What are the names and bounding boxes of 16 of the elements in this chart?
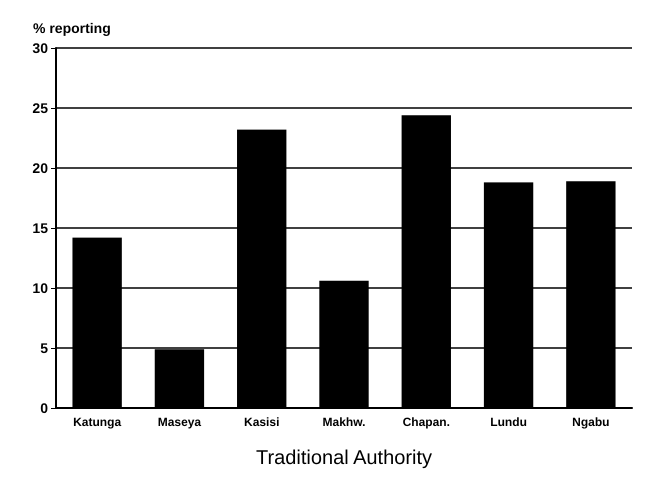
y-tick-label: 10 xyxy=(32,280,48,296)
x-tick-label: Chapan. xyxy=(402,415,450,429)
x-tick-label: Makhw. xyxy=(322,415,366,429)
x-tick-label: Lundu xyxy=(490,415,527,429)
x-tick-label: Kasisi xyxy=(244,415,280,429)
y-tick-label: 0 xyxy=(40,400,48,416)
y-tick-label: 15 xyxy=(32,220,48,236)
y-tick-label: 5 xyxy=(40,340,48,356)
y-tick-label: 25 xyxy=(32,100,48,116)
x-tick-label: Katunga xyxy=(73,415,122,429)
x-axis-title: Traditional Authority xyxy=(256,447,432,469)
y-tick-label: 30 xyxy=(32,40,48,56)
y-tick-label: 20 xyxy=(32,160,48,176)
x-tick-label: Ngabu xyxy=(572,415,610,429)
y-axis-title: % reporting xyxy=(33,20,111,36)
x-tick-label: Maseya xyxy=(158,415,202,429)
